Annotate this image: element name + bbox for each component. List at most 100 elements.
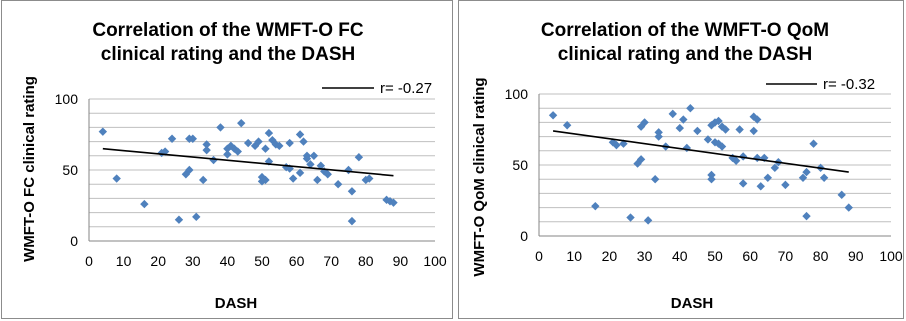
x-tick-label: 30 xyxy=(637,248,653,264)
y-axis-title: WMFT-O FC clinical rating xyxy=(21,76,38,262)
data-point xyxy=(285,138,294,148)
chart-panel-fc: Correlation of the WMFT-O FC clinical ra… xyxy=(1,0,453,319)
data-point xyxy=(714,116,723,126)
data-point xyxy=(288,174,298,183)
data-point xyxy=(98,127,108,136)
data-point xyxy=(668,109,677,119)
x-tick-label: 60 xyxy=(289,253,305,269)
data-point xyxy=(844,203,853,212)
data-point xyxy=(333,180,343,189)
data-point xyxy=(781,180,790,190)
data-point xyxy=(192,212,201,222)
data-point xyxy=(167,134,177,143)
data-point xyxy=(710,118,720,127)
data-point xyxy=(216,123,225,132)
plot-area: 0 10 20 30 40 50 60 70 80 90 100 0 50 100 xyxy=(505,86,903,264)
data-point xyxy=(591,201,600,211)
data-point xyxy=(243,138,253,148)
data-point xyxy=(309,151,319,160)
y-axis-title: WMFT-O QoM clinical rating xyxy=(471,77,488,276)
trendline xyxy=(552,130,849,173)
data-point xyxy=(295,130,305,139)
x-tick-label: 60 xyxy=(742,248,758,264)
x-tick-label: 50 xyxy=(254,253,270,269)
data-point xyxy=(261,175,270,185)
data-point xyxy=(361,175,370,185)
data-point xyxy=(710,138,720,147)
data-point xyxy=(344,165,353,175)
data-point xyxy=(365,174,374,183)
data-point xyxy=(802,167,811,177)
data-point xyxy=(237,118,246,128)
data-point xyxy=(735,125,744,134)
data-point xyxy=(261,144,270,153)
y-tick-label: 50 xyxy=(62,162,78,178)
data-point xyxy=(686,104,695,113)
x-axis-title: DASH xyxy=(215,295,258,312)
y-tick-label: 50 xyxy=(512,157,528,173)
data-point xyxy=(819,173,829,182)
data-point xyxy=(548,111,558,120)
data-point xyxy=(223,150,232,159)
data-point xyxy=(756,182,765,191)
data-point xyxy=(626,213,635,222)
x-tick-label: 70 xyxy=(323,253,339,269)
data-point xyxy=(202,145,211,155)
data-point xyxy=(209,155,218,165)
x-tick-label: 40 xyxy=(220,253,236,269)
data-point xyxy=(354,153,364,162)
panel-separator xyxy=(454,0,457,321)
data-point xyxy=(347,216,357,226)
plot-area: 0 10 20 30 40 50 60 70 80 90 100 0 50 100 xyxy=(55,91,447,269)
chart-title-line-2: clinical rating and the DASH xyxy=(101,44,355,65)
x-tick-label: 70 xyxy=(778,248,794,264)
data-point xyxy=(753,153,762,163)
data-point xyxy=(316,161,326,170)
data-point xyxy=(185,165,194,175)
data-point xyxy=(731,156,741,165)
x-tick-label: 20 xyxy=(602,248,618,264)
data-point xyxy=(282,162,291,172)
data-point xyxy=(233,147,242,156)
x-tick-label: 40 xyxy=(672,248,688,264)
x-axis-title: DASH xyxy=(671,295,714,312)
data-point xyxy=(707,175,716,184)
data-point xyxy=(140,199,149,209)
data-point xyxy=(802,211,811,221)
data-point xyxy=(707,121,716,130)
data-point xyxy=(302,154,312,163)
y-tick-label: 0 xyxy=(520,228,528,244)
chart-panel-qom: Correlation of the WMFT-O QoM clinical r… xyxy=(458,0,904,319)
trendline xyxy=(102,147,394,177)
data-point xyxy=(738,179,748,188)
data-point xyxy=(112,174,121,183)
legend-label: r= -0.32 xyxy=(823,76,875,93)
data-point xyxy=(174,215,184,224)
data-point xyxy=(264,128,274,138)
data-point xyxy=(347,187,357,196)
data-point xyxy=(763,173,772,182)
chart-title-line-1: Correlation of the WMFT-O FC xyxy=(92,20,364,41)
data-point xyxy=(254,137,263,146)
data-point xyxy=(306,160,315,169)
x-tick-label: 90 xyxy=(393,253,409,269)
data-point xyxy=(654,132,663,141)
data-point xyxy=(323,170,332,179)
data-point xyxy=(809,139,818,148)
x-tick-label: 0 xyxy=(85,253,93,269)
data-point xyxy=(749,126,758,136)
x-tick-label: 90 xyxy=(848,248,864,264)
chart-title-line-1: Correlation of the WMFT-O QoM xyxy=(541,20,829,41)
x-tick-label: 100 xyxy=(879,248,903,264)
data-point xyxy=(202,140,211,149)
data-point xyxy=(693,126,702,136)
data-point xyxy=(271,140,281,149)
scatter-chart-fc: Correlation of the WMFT-O FC clinical ra… xyxy=(21,20,447,312)
data-point xyxy=(198,175,208,185)
data-point xyxy=(299,137,308,146)
data-point xyxy=(643,216,653,225)
x-tick-label: 20 xyxy=(150,253,166,269)
data-point xyxy=(675,123,684,133)
y-tick-label: 100 xyxy=(505,86,529,102)
x-tick-label: 0 xyxy=(535,248,543,264)
